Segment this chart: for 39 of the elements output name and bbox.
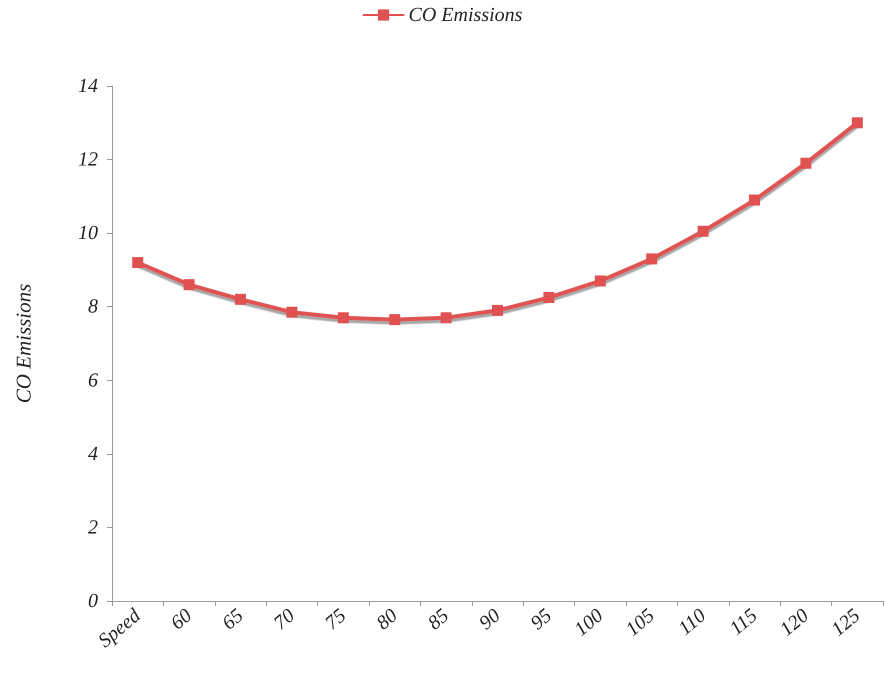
legend-label: CO Emissions xyxy=(408,4,523,26)
y-tick-label: 10 xyxy=(78,222,98,244)
x-tick-label: 90 xyxy=(475,604,505,634)
x-tick-label: 80 xyxy=(372,604,402,634)
point xyxy=(440,312,452,324)
y-tick-label: 8 xyxy=(88,296,98,318)
y-tick-label: 14 xyxy=(78,75,98,97)
x-tick-label: 60 xyxy=(166,604,196,634)
x-tick-label: 125 xyxy=(827,604,864,641)
point xyxy=(184,279,195,290)
point xyxy=(132,257,144,268)
point xyxy=(594,275,606,286)
x-tick-label: 105 xyxy=(622,604,659,641)
point xyxy=(698,226,709,237)
x-tick-label: 85 xyxy=(424,604,454,634)
y-tick-label: 12 xyxy=(78,148,98,171)
point xyxy=(492,304,503,316)
x-tick-label: 75 xyxy=(320,604,350,634)
point xyxy=(286,306,298,318)
x-tick-label: 110 xyxy=(674,604,710,640)
y-tick-label: 4 xyxy=(88,442,98,465)
x-tick-label: 70 xyxy=(270,604,299,634)
y-tick-label: 0 xyxy=(88,590,98,612)
x-tick-label: 65 xyxy=(218,604,248,634)
y-axis-title: CO Emissions xyxy=(12,284,36,404)
point xyxy=(800,158,812,169)
x-tick-label: 100 xyxy=(570,604,608,641)
x-tick-label: 120 xyxy=(776,604,813,641)
x-tick-label: 95 xyxy=(526,604,556,634)
point xyxy=(749,194,760,206)
point xyxy=(852,117,863,128)
y-tick-label: 6 xyxy=(88,369,98,392)
y-tick-label: 2 xyxy=(88,516,98,538)
point xyxy=(646,253,658,264)
point xyxy=(389,314,400,326)
point xyxy=(235,294,246,305)
point xyxy=(338,312,349,324)
x-tick-label: 115 xyxy=(726,604,762,640)
point xyxy=(543,292,554,304)
